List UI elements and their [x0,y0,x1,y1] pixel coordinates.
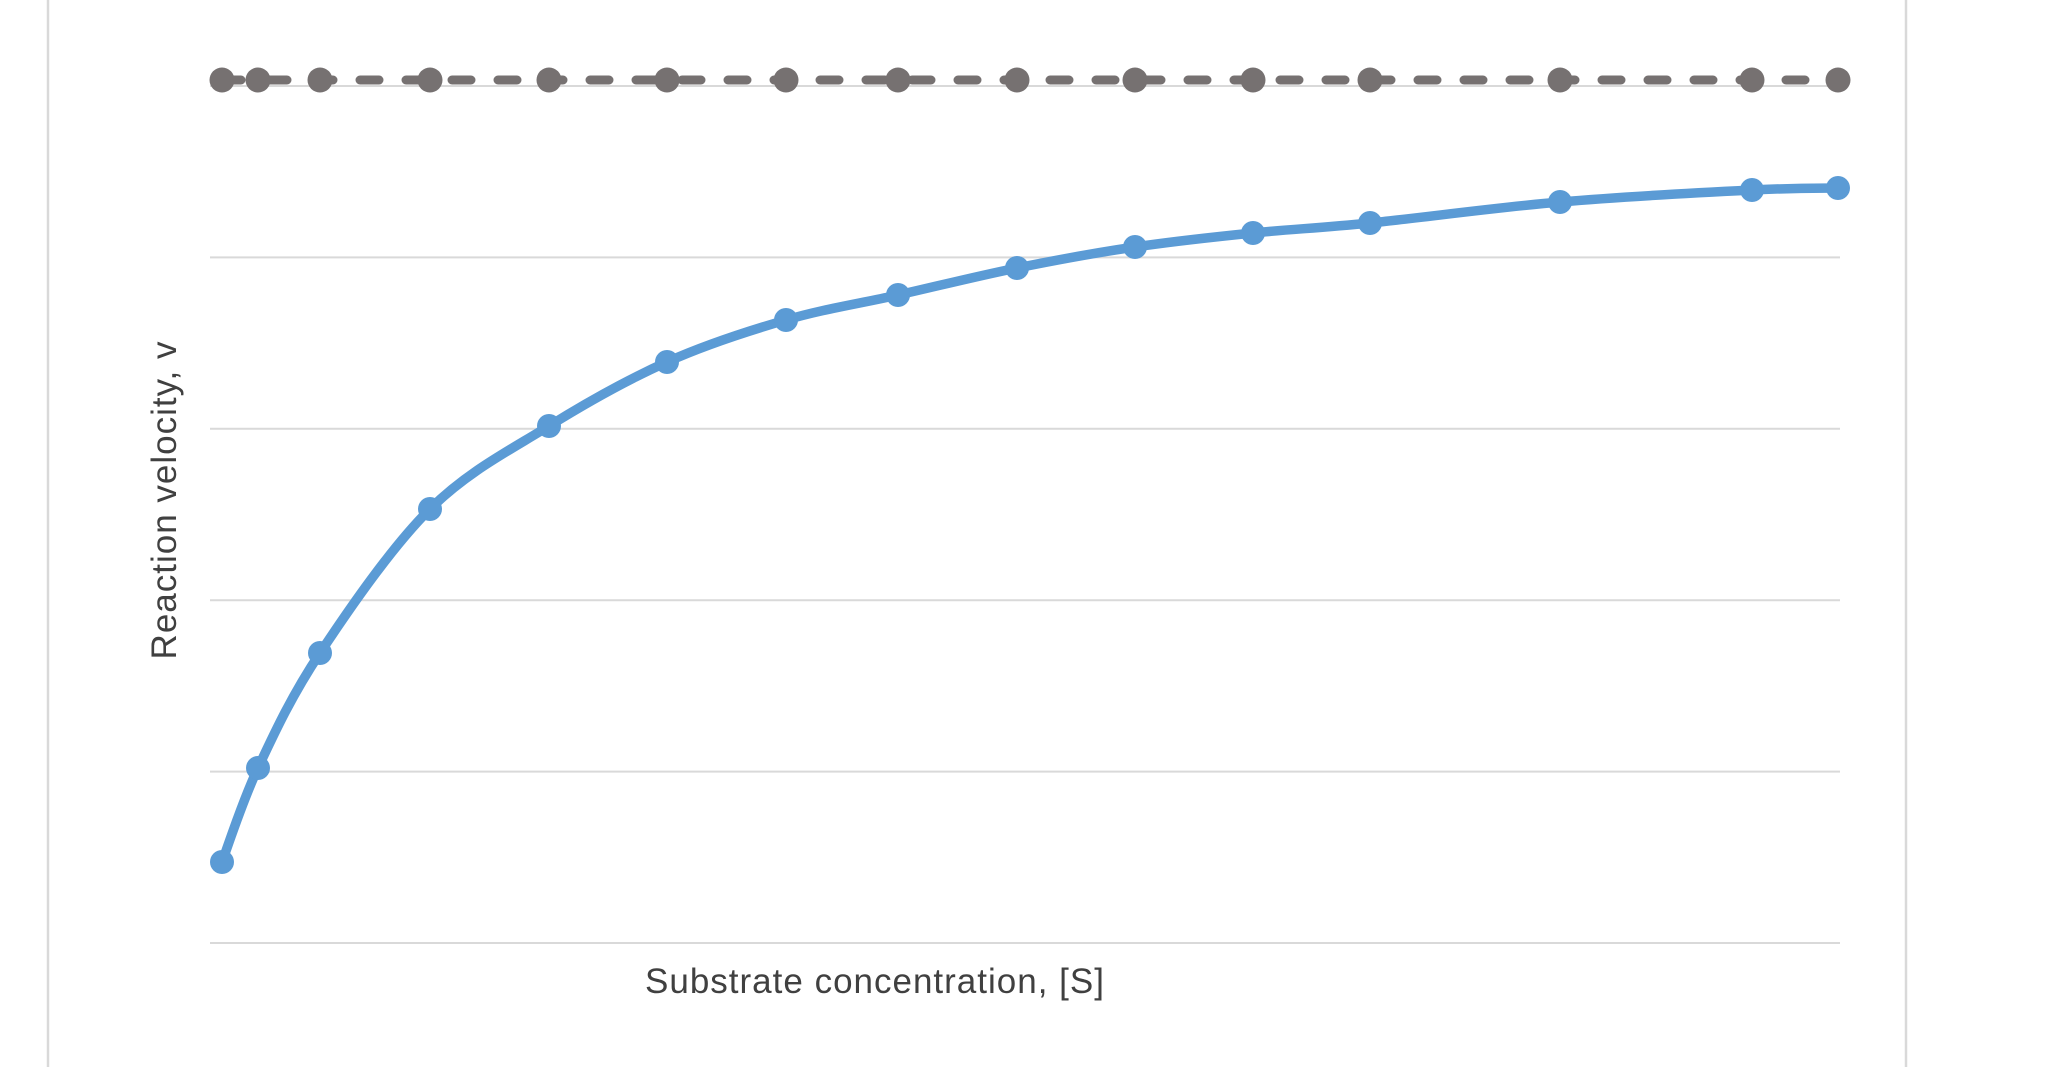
velocity-marker [1740,178,1764,202]
vmax-marker [885,67,911,93]
vmax-marker [1739,67,1765,93]
vmax-marker [773,67,799,93]
velocity-marker [418,497,442,521]
velocity-marker [1123,235,1147,259]
vmax-marker [654,67,680,93]
vmax-marker [307,67,333,93]
vmax-marker [1357,67,1383,93]
velocity-marker [1548,190,1572,214]
vmax-marker [209,67,235,93]
vmax-marker [536,67,562,93]
x-axis-title: Substrate concentration, [S] [645,962,1105,1001]
velocity-marker [1358,211,1382,235]
vmax-series-group [209,67,1851,93]
vmax-marker [245,67,271,93]
y-axis-title: Reaction velocity, v [145,341,184,660]
vmax-marker [1004,67,1030,93]
vmax-marker [1240,67,1266,93]
velocity-series-group [210,176,1850,874]
velocity-marker [774,308,798,332]
velocity-marker [210,850,234,874]
vmax-marker [1122,67,1148,93]
vmax-marker [417,67,443,93]
gridlines-group [210,85,1840,944]
vmax-marker [1825,67,1851,93]
velocity-marker [246,756,270,780]
velocity-marker [1241,221,1265,245]
velocity-marker [537,414,561,438]
velocity-marker [1005,256,1029,280]
velocity-marker [308,641,332,665]
velocity-curve [217,183,1843,867]
velocity-marker [1826,176,1850,200]
vmax-marker [1547,67,1573,93]
velocity-marker [655,350,679,374]
velocity-marker [886,283,910,307]
